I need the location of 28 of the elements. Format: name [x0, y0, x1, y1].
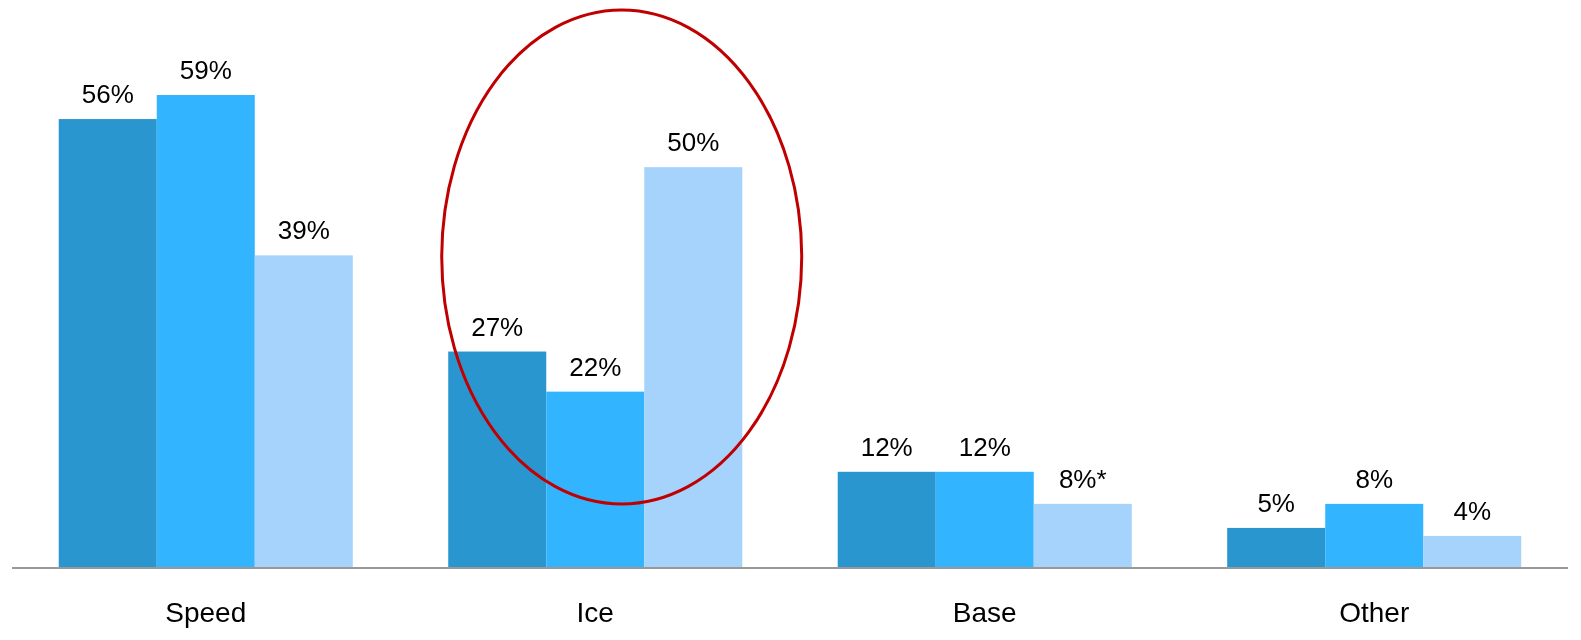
data-label: 39% — [277, 215, 330, 246]
data-label: 8% — [1355, 463, 1394, 494]
bar — [1423, 535, 1522, 568]
bar — [58, 119, 157, 568]
data-label: 59% — [179, 55, 232, 85]
data-label: 56% — [81, 79, 134, 110]
bar — [1033, 503, 1132, 568]
data-label: 4% — [1453, 495, 1492, 526]
bar — [448, 351, 547, 568]
x-tick-label: Base — [952, 597, 1017, 628]
data-label: 12% — [958, 431, 1011, 462]
data-label: 22% — [569, 351, 622, 382]
x-tick-label: Other — [1339, 597, 1410, 628]
data-label: 27% — [471, 311, 524, 342]
bar — [935, 471, 1034, 568]
x-tick-label: Speed — [165, 597, 247, 628]
data-label: 50% — [667, 127, 720, 158]
bar — [254, 255, 353, 568]
data-label: 8%* — [1058, 463, 1107, 494]
data-label: 5% — [1257, 487, 1295, 518]
bar — [1227, 527, 1326, 568]
bar — [546, 391, 645, 568]
bar — [156, 95, 255, 568]
data-label: 12% — [860, 431, 913, 462]
bar — [644, 167, 743, 568]
bar — [837, 471, 936, 568]
x-tick-label: Ice — [576, 597, 614, 628]
bar — [1325, 503, 1424, 568]
